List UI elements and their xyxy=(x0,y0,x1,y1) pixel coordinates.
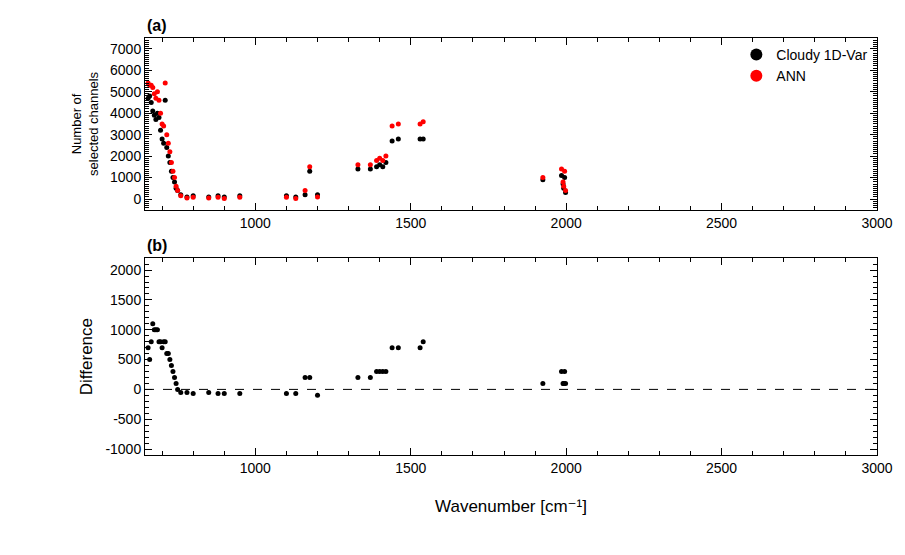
svg-text:500: 500 xyxy=(118,351,142,367)
svg-text:Cloudy 1D-Var: Cloudy 1D-Var xyxy=(776,47,867,63)
svg-text:3000: 3000 xyxy=(861,460,892,476)
svg-text:4000: 4000 xyxy=(110,105,141,121)
svg-text:3000: 3000 xyxy=(861,215,892,231)
svg-text:2000: 2000 xyxy=(551,215,582,231)
svg-text:Wavenumber [cm⁻¹]: Wavenumber [cm⁻¹] xyxy=(435,497,587,516)
svg-text:2500: 2500 xyxy=(706,460,737,476)
svg-text:6000: 6000 xyxy=(110,62,141,78)
svg-text:1500: 1500 xyxy=(395,215,426,231)
svg-text:Difference: Difference xyxy=(77,318,96,395)
svg-text:0: 0 xyxy=(133,381,141,397)
svg-text:3000: 3000 xyxy=(110,127,141,143)
svg-text:2000: 2000 xyxy=(110,148,141,164)
svg-text:1500: 1500 xyxy=(110,292,141,308)
svg-text:1000: 1000 xyxy=(110,322,141,338)
svg-text:0: 0 xyxy=(133,191,141,207)
svg-text:7000: 7000 xyxy=(110,41,141,57)
svg-text:Number ofselected channels: Number ofselected channels xyxy=(69,71,101,176)
svg-text:-500: -500 xyxy=(113,411,141,427)
svg-text:2000: 2000 xyxy=(551,460,582,476)
svg-text:5000: 5000 xyxy=(110,84,141,100)
svg-text:2000: 2000 xyxy=(110,262,141,278)
svg-text:2500: 2500 xyxy=(706,215,737,231)
svg-text:ANN: ANN xyxy=(776,68,806,84)
svg-text:-1000: -1000 xyxy=(105,441,141,457)
svg-text:1000: 1000 xyxy=(240,215,271,231)
svg-text:(a): (a) xyxy=(147,17,167,34)
svg-text:1000: 1000 xyxy=(240,460,271,476)
svg-text:1000: 1000 xyxy=(110,169,141,185)
svg-text:(b): (b) xyxy=(147,237,167,254)
svg-text:1500: 1500 xyxy=(395,460,426,476)
